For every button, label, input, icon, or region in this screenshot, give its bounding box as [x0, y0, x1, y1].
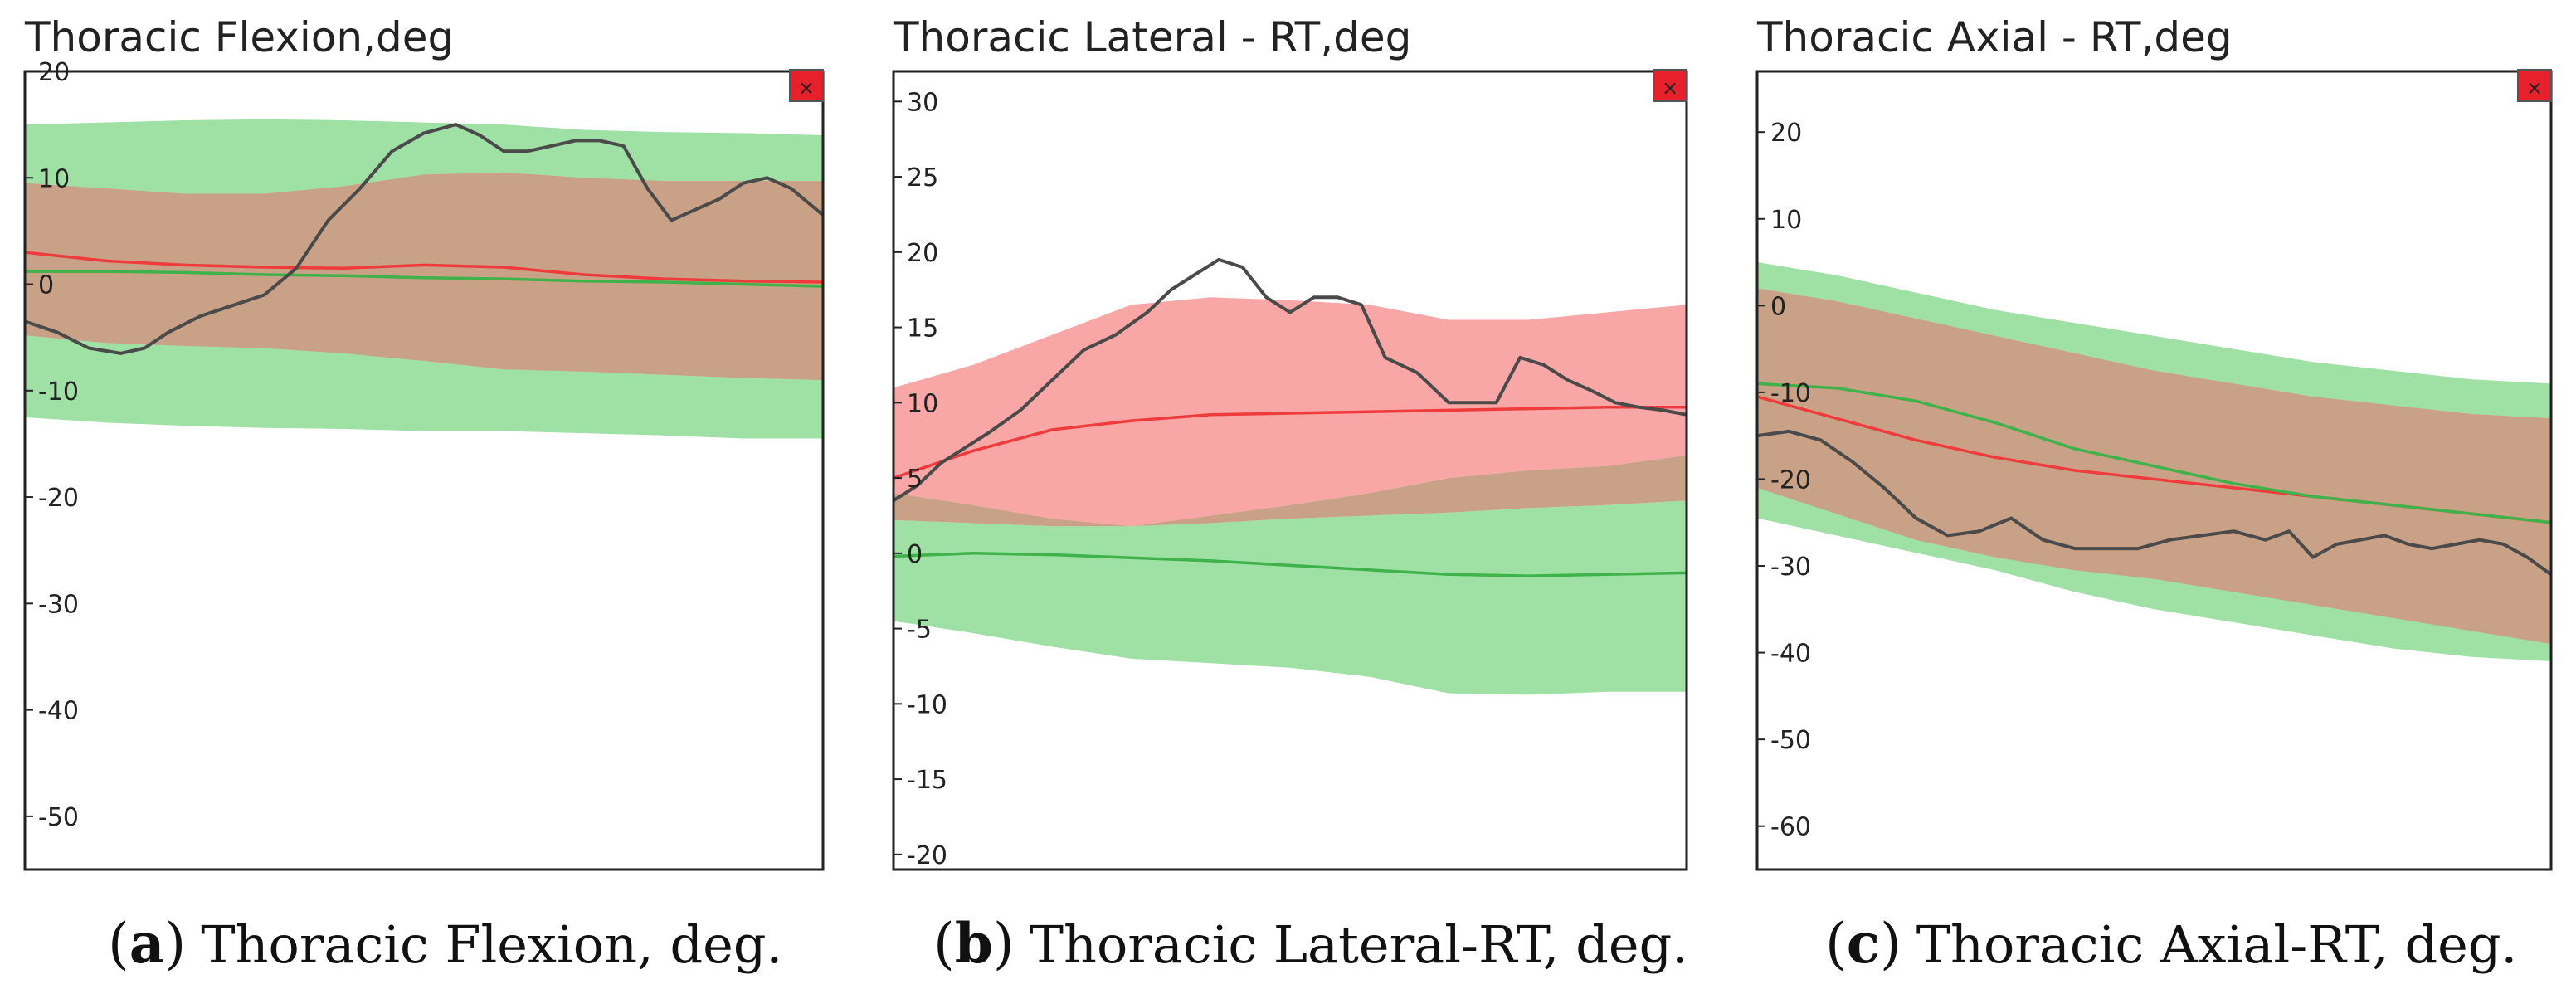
y-tick-label-b: -10: [907, 690, 947, 719]
caption-c-label: Thoracic Axial-RT, deg.: [1916, 914, 2518, 975]
panel-b-title: Thoracic Lateral - RT,deg: [893, 13, 1411, 61]
plot-frame-c: [1755, 70, 2553, 871]
panel-a: Thoracic Flexion,deg 20 10 0 -10 -20 -30 -40 -5…: [23, 13, 825, 871]
caption-b-open-paren: (: [933, 912, 955, 976]
y-tick-label-b: 10: [907, 389, 938, 418]
y-tick-label-c: -50: [1770, 726, 1811, 755]
caption-c-text-group: (c) Thoracic Axial-RT, deg.: [1825, 911, 2517, 976]
caption-b: (b) Thoracic Lateral-RT, deg.: [933, 911, 1688, 976]
caption-a-text-group: (a) Thoracic Flexion, deg.: [108, 911, 782, 976]
y-tick-label-a: -10: [38, 378, 79, 407]
y-tick-label-b: -20: [907, 841, 947, 870]
y-tick-label-a: -20: [38, 484, 79, 513]
patient-line-a: [25, 123, 823, 355]
plot-frame-b: [892, 70, 1688, 871]
y-tick-label-b: 25: [907, 163, 938, 192]
panel-c-plot: 20 10 0 -10 -20 -30 -40 -50 -60: [1755, 70, 2553, 871]
y-tick-label-b: 30: [907, 88, 938, 117]
plot-area-c: [1757, 262, 2551, 661]
y-tick-label-a: 10: [38, 164, 70, 193]
y-tick-label-c: -60: [1770, 813, 1811, 842]
green-mean-line-c: [1757, 382, 2551, 524]
panel-c-close-icon: ×: [2526, 76, 2543, 100]
green-mean-line-b: [894, 552, 1687, 577]
caption-b-letter: b: [955, 911, 993, 976]
y-tick-label-c: -10: [1770, 379, 1811, 408]
green-band-b: [894, 500, 1687, 695]
y-tick-label-c: -40: [1770, 640, 1811, 669]
caption-b-label: Thoracic Lateral-RT, deg.: [1030, 914, 1688, 975]
panel-b-plot: 30 25 20 15 10 5 0 -5 -10 -15 -20: [892, 70, 1688, 871]
y-tick-label-c: 20: [1770, 119, 1802, 148]
caption-a: (a) Thoracic Flexion, deg.: [108, 911, 782, 976]
y-tick-label-b: -5: [907, 616, 932, 645]
y-tick-label-c: -20: [1770, 465, 1811, 495]
y-tick-label-a: 20: [38, 58, 70, 87]
patient-line-b: [894, 257, 1687, 503]
panel-c: Thoracic Axial - RT,deg 20 10 0 -10 -20 -30 -4…: [1755, 13, 2553, 871]
y-tick-label-b: 15: [907, 314, 938, 344]
caption-c: (c) Thoracic Axial-RT, deg.: [1825, 911, 2517, 976]
caption-a-label: Thoracic Flexion, deg.: [201, 914, 782, 975]
y-tick-label-c: -30: [1770, 553, 1811, 582]
caption-a-close-paren: ): [165, 912, 187, 976]
caption-c-open-paren: (: [1825, 912, 1847, 976]
y-tick-label-c: 10: [1770, 206, 1802, 235]
panel-a-title: Thoracic Flexion,deg: [24, 13, 454, 61]
patient-line-c: [1757, 429, 2551, 577]
y-tick-label-a: 0: [38, 271, 54, 300]
y-tick-label-c: 0: [1770, 292, 1786, 321]
caption-b-close-paren: ): [993, 912, 1015, 976]
panel-c-close-button[interactable]: [2517, 69, 2552, 102]
y-tick-label-b: 20: [907, 239, 938, 268]
red-mean-line-b: [894, 406, 1687, 480]
green-mean-line-a: [25, 270, 823, 288]
panel-a-close-icon: ×: [798, 76, 815, 100]
panel-b-close-button[interactable]: [1653, 69, 1687, 102]
overlap-band-a: [25, 172, 823, 380]
overlap-band-b: [894, 455, 1687, 527]
panel-b: Thoracic Lateral - RT,deg 30 25 20 15 10 5 0 -5…: [892, 13, 1688, 871]
y-tick-label-b: -15: [907, 766, 947, 795]
plot-area-a: [25, 119, 823, 439]
y-tick-label-b: 5: [907, 465, 923, 494]
plot-area-b: [894, 257, 1687, 695]
caption-b-text-group: (b) Thoracic Lateral-RT, deg.: [933, 911, 1688, 976]
panel-c-title: Thoracic Axial - RT,deg: [1756, 13, 2233, 61]
caption-c-letter: c: [1847, 911, 1880, 976]
plot-frame-a: [23, 70, 825, 871]
caption-a-letter: a: [129, 911, 165, 976]
caption-c-close-paren: ): [1880, 912, 1902, 976]
caption-a-open-paren: (: [108, 912, 129, 976]
red-mean-line-a: [25, 251, 823, 284]
y-tick-label-a: -40: [38, 697, 79, 726]
panel-a-plot: 20 10 0 -10 -20 -30 -40 -50: [23, 58, 825, 871]
y-tick-label-a: -30: [38, 590, 79, 619]
panel-a-close-button[interactable]: [789, 69, 824, 102]
y-tick-label-b: 0: [907, 540, 923, 569]
panel-b-close-icon: ×: [1662, 76, 1678, 100]
y-tick-label-a: -50: [38, 803, 79, 832]
